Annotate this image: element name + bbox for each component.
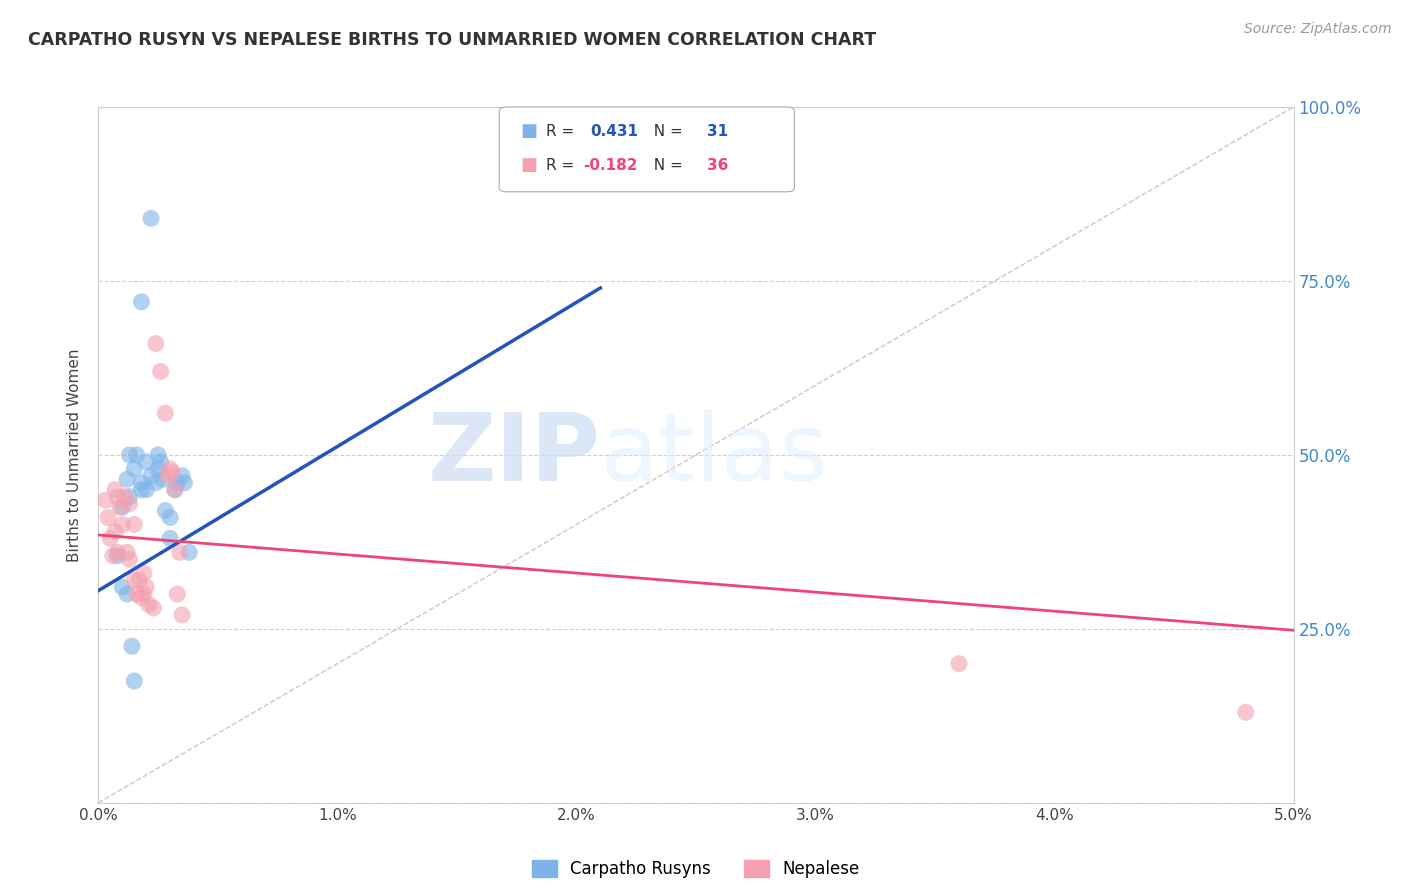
Text: 31: 31 (707, 124, 728, 138)
Y-axis label: Births to Unmarried Women: Births to Unmarried Women (67, 348, 83, 562)
Point (135, 580, 157, 594)
Text: atlas: atlas (600, 409, 828, 501)
Text: N =: N = (644, 124, 688, 138)
Point (125, 448, 148, 462)
Point (111, 580, 134, 594)
Point (135, 455, 157, 469)
Point (135, 483, 157, 497)
Point (149, 364, 172, 378)
Point (149, 455, 172, 469)
Point (114, 490, 136, 504)
Point (172, 468, 194, 483)
Point (118, 552, 141, 566)
Point (108, 500, 131, 514)
Text: -0.182: -0.182 (583, 158, 638, 172)
Text: R =: R = (546, 158, 579, 172)
Text: Source: ZipAtlas.com: Source: ZipAtlas.com (1244, 22, 1392, 37)
Point (166, 475, 188, 490)
Text: CARPATHO RUSYN VS NEPALESE BIRTHS TO UNMARRIED WOMEN CORRELATION CHART: CARPATHO RUSYN VS NEPALESE BIRTHS TO UNM… (28, 31, 876, 49)
Point (111, 500, 134, 514)
Point (104, 483, 127, 497)
Point (131, 294, 153, 309)
Point (94, 493, 117, 508)
Point (132, 587, 155, 601)
Point (145, 475, 167, 490)
Point (159, 532, 181, 546)
Point (145, 336, 167, 351)
Point (118, 448, 141, 462)
Point (179, 545, 201, 559)
Point (131, 591, 153, 605)
Point (162, 466, 184, 480)
Legend: Carpatho Rusyns, Nepalese: Carpatho Rusyns, Nepalese (526, 854, 866, 885)
Point (100, 532, 122, 546)
Point (115, 545, 138, 559)
Point (124, 573, 146, 587)
Text: R =: R = (546, 124, 579, 138)
Point (125, 587, 148, 601)
Text: 0.431: 0.431 (591, 124, 638, 138)
Text: N =: N = (644, 158, 688, 172)
Point (159, 510, 181, 524)
Point (118, 490, 141, 504)
Point (132, 566, 155, 581)
Point (166, 587, 188, 601)
Point (139, 211, 162, 226)
Point (172, 607, 194, 622)
Point (97, 510, 120, 524)
Text: ZIP: ZIP (427, 409, 600, 501)
Point (107, 549, 129, 563)
Point (169, 545, 191, 559)
Point (173, 475, 195, 490)
Point (156, 468, 179, 483)
Point (148, 448, 170, 462)
Point (115, 472, 138, 486)
Point (128, 573, 150, 587)
Point (118, 497, 141, 511)
Point (104, 524, 127, 539)
Point (152, 472, 174, 486)
Point (131, 475, 153, 490)
Point (148, 462, 170, 476)
Point (115, 587, 138, 601)
Point (131, 483, 153, 497)
Point (107, 545, 129, 559)
Point (155, 406, 177, 420)
Text: ■: ■ (520, 156, 537, 174)
Point (139, 468, 162, 483)
Point (124, 517, 146, 532)
Point (138, 598, 160, 612)
Point (155, 503, 177, 517)
Point (124, 462, 146, 476)
Text: 36: 36 (707, 158, 728, 172)
Point (163, 483, 186, 497)
Point (121, 639, 143, 653)
Point (124, 674, 146, 689)
Point (948, 657, 970, 671)
Point (101, 549, 124, 563)
Point (142, 601, 165, 615)
Point (107, 490, 129, 504)
Text: ■: ■ (520, 122, 537, 140)
Point (1234, 706, 1257, 720)
Point (111, 517, 134, 532)
Point (159, 462, 181, 476)
Point (163, 483, 186, 497)
